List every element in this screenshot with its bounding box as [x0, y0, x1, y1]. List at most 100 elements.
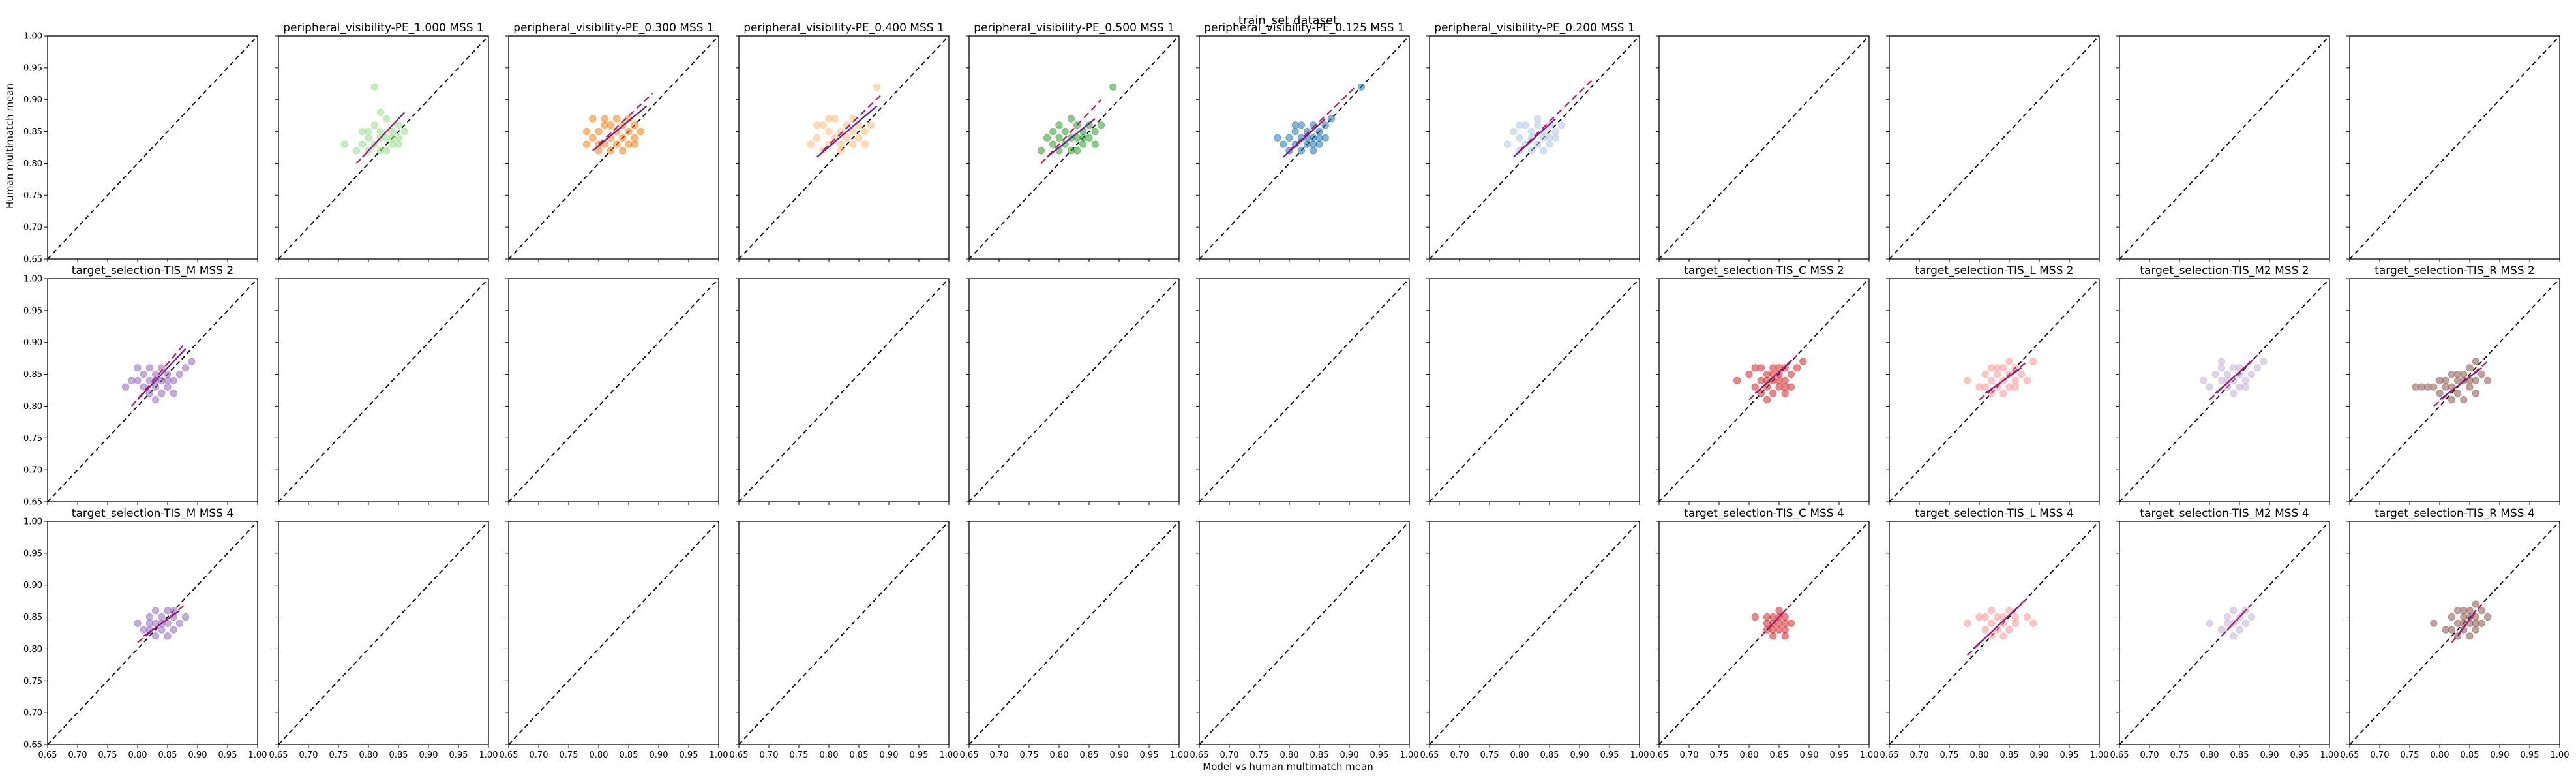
data-point	[1757, 390, 1765, 397]
data-point	[2200, 376, 2208, 384]
x-tick-label: 0.75	[790, 750, 809, 760]
data-point	[1757, 364, 1765, 372]
plot-area	[509, 36, 719, 259]
x-tick-label: 0.70	[68, 750, 87, 760]
data-point	[825, 127, 833, 136]
axes-frame	[2349, 521, 2560, 745]
identity-line	[1889, 36, 2099, 259]
data-point	[2454, 370, 2462, 378]
data-point	[2230, 390, 2238, 397]
subplot	[275, 278, 489, 505]
x-tick-label: 0.95	[218, 750, 237, 760]
identity-line	[1199, 521, 1409, 745]
x-tick-label: 0.75	[98, 750, 117, 760]
x-tick-label: 0.65	[269, 750, 288, 760]
plot-area	[2350, 521, 2560, 745]
data-point	[164, 376, 172, 384]
data-point	[1981, 383, 1989, 391]
axes-frame	[278, 35, 489, 260]
data-point	[2217, 364, 2225, 372]
plot-area	[969, 279, 1179, 502]
regression-line-dashed	[130, 342, 187, 407]
x-tick-label: 1.00	[710, 750, 728, 760]
subplot-title: peripheral_visibility-PE_0.500 MSS 1	[974, 22, 1175, 35]
data-point	[152, 632, 160, 640]
data-point	[1285, 134, 1293, 142]
axes-frame	[1429, 35, 1640, 260]
data-point	[2478, 370, 2485, 378]
x-tick-label: 0.95	[449, 750, 468, 760]
plot-area	[739, 521, 949, 745]
identity-line	[2350, 36, 2560, 259]
data-point	[1987, 607, 1995, 615]
x-tick-label: 0.65	[1190, 750, 1209, 760]
x-tick-label: 1.00	[1860, 750, 1879, 760]
x-tick-label: 1.00	[2551, 750, 2569, 760]
data-point	[164, 370, 172, 378]
x-tick-label: 0.70	[1450, 750, 1469, 760]
data-point	[1981, 613, 1989, 621]
regression-line-dashed	[1760, 604, 1792, 637]
data-point	[1987, 364, 1995, 372]
x-tick-label: 0.70	[2371, 750, 2389, 760]
x-tick-label: 0.75	[1250, 750, 1269, 760]
data-point	[1546, 140, 1553, 148]
data-point	[1049, 140, 1057, 148]
x-tick-label: 0.80	[1510, 750, 1529, 760]
identity-line	[1430, 279, 1640, 502]
subplot-title: target_selection-TIS_M MSS 2	[72, 264, 233, 277]
x-tick-label: 0.85	[620, 750, 638, 760]
data-point	[1067, 115, 1075, 123]
data-point	[849, 127, 857, 136]
data-point	[2241, 619, 2249, 627]
identity-line	[1659, 36, 1869, 259]
plot-area	[2350, 36, 2560, 259]
data-point	[2254, 364, 2262, 372]
data-point	[861, 127, 869, 136]
axes-frame	[47, 521, 258, 745]
axes-frame	[1658, 521, 1870, 745]
data-point	[395, 140, 402, 148]
x-tick-label: 0.90	[1110, 750, 1129, 760]
identity-line	[1430, 36, 1640, 259]
data-point	[2448, 626, 2455, 634]
axes-frame	[47, 278, 258, 502]
axes-frame	[968, 35, 1180, 260]
data-point	[2466, 364, 2474, 372]
x-tick-label: 0.70	[299, 750, 318, 760]
data-point	[631, 121, 638, 129]
y-tick-label: 0.90	[23, 95, 42, 105]
data-point	[631, 140, 638, 148]
axes-frame	[968, 521, 1180, 745]
data-point	[2260, 358, 2268, 365]
subplot-title: target_selection-TIS_M2 MSS 2	[2140, 264, 2309, 277]
data-point	[2224, 613, 2232, 621]
x-tick-label: 0.80	[2200, 750, 2219, 760]
y-tick-label: 1.00	[23, 32, 42, 42]
data-point	[1055, 134, 1063, 142]
data-point	[2005, 607, 2013, 615]
data-point	[1079, 140, 1087, 148]
regression-line	[1046, 118, 1096, 158]
x-tick-label: 0.95	[910, 750, 929, 760]
subplot: peripheral_visibility-PE_0.200 MSS 1	[1426, 22, 1640, 262]
data-point	[370, 83, 378, 91]
y-tick-label: 0.70	[23, 466, 42, 476]
x-tick-label: 0.80	[820, 750, 839, 760]
data-point	[843, 134, 851, 142]
data-point	[1085, 121, 1093, 129]
data-point	[2011, 619, 2019, 627]
identity-line	[48, 279, 258, 502]
axes-frame	[1429, 278, 1640, 502]
axes-frame	[738, 278, 950, 502]
identity-line	[2350, 279, 2560, 502]
x-tick-label: 0.65	[730, 750, 749, 760]
data-point	[134, 376, 142, 384]
data-point	[152, 396, 160, 404]
data-point	[2430, 619, 2438, 627]
axes-frame	[508, 35, 719, 260]
axes-frame	[278, 521, 489, 745]
data-point	[1551, 127, 1559, 136]
axes-frame	[1889, 521, 2100, 745]
figure-x-axis-label: Model vs human multimatch mean	[1203, 761, 1373, 773]
